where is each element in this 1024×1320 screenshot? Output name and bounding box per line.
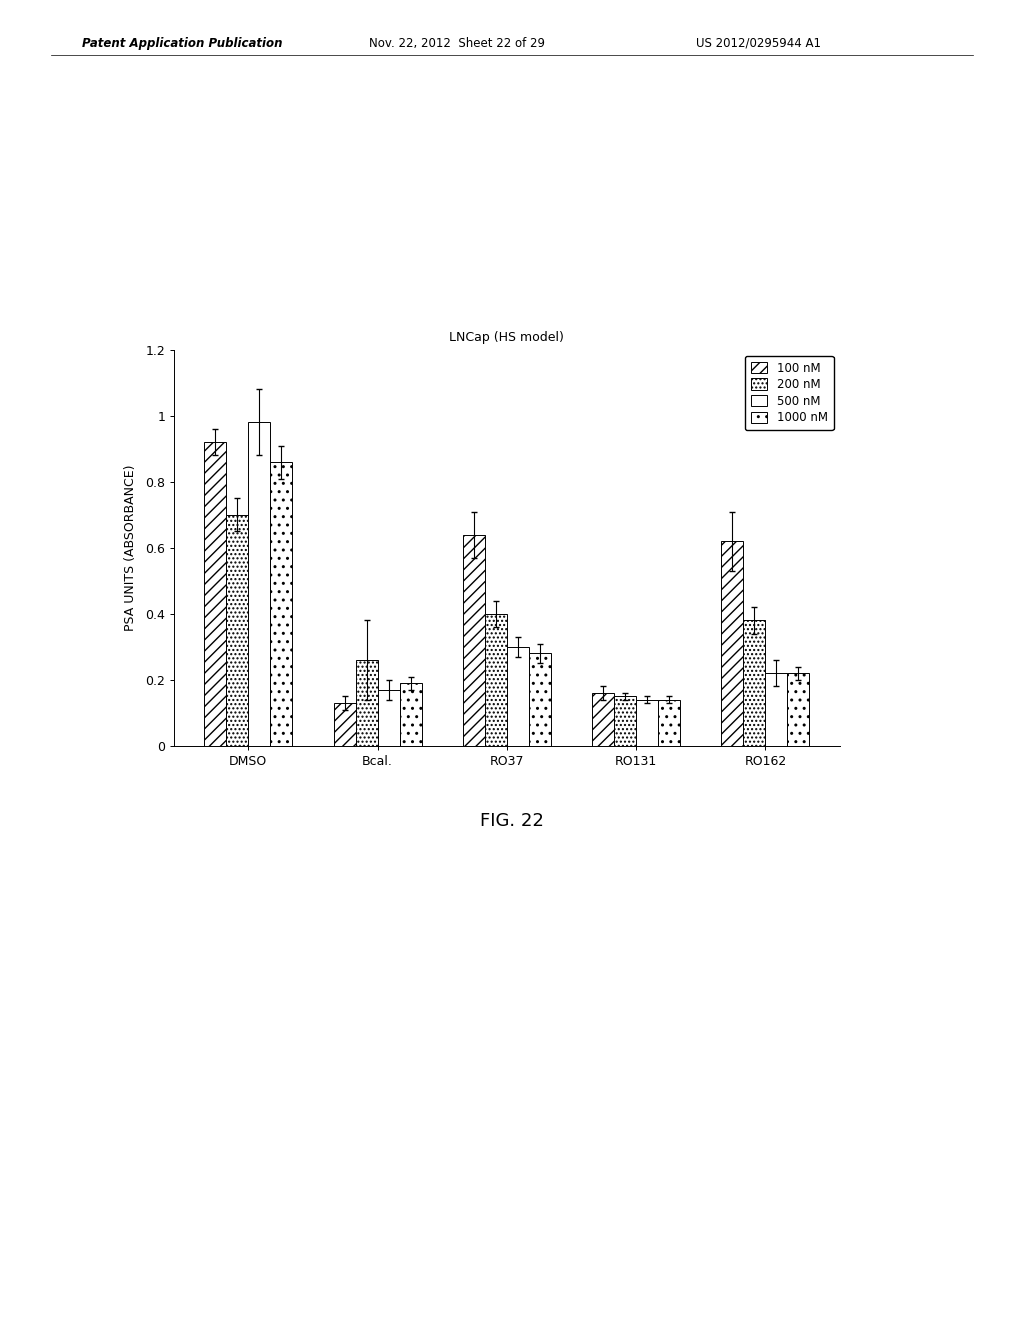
Bar [205,442,226,746]
Legend: 100 nM, 200 nM, 500 nM, 1000 nM: 100 nM, 200 nM, 500 nM, 1000 nM [745,355,834,430]
Bar [658,700,680,746]
Text: FIG. 22: FIG. 22 [480,812,544,830]
Text: US 2012/0295944 A1: US 2012/0295944 A1 [696,37,821,50]
Bar [614,697,636,746]
Y-axis label: PSA UNITS (ABSORBANCE): PSA UNITS (ABSORBANCE) [124,465,137,631]
Bar [226,515,249,746]
Bar [528,653,551,746]
Bar [270,462,292,746]
Bar [355,660,378,746]
Bar [743,620,765,746]
Bar [249,422,270,746]
Bar [765,673,787,746]
Bar [722,541,743,746]
Bar [463,535,485,746]
Bar [485,614,507,746]
Bar [334,702,355,746]
Text: Patent Application Publication: Patent Application Publication [82,37,283,50]
Bar [378,689,399,746]
Bar [507,647,528,746]
Bar [399,682,422,746]
Title: LNCap (HS model): LNCap (HS model) [450,331,564,345]
Bar [787,673,809,746]
Bar [636,700,658,746]
Bar [592,693,614,746]
Text: Nov. 22, 2012  Sheet 22 of 29: Nov. 22, 2012 Sheet 22 of 29 [369,37,545,50]
